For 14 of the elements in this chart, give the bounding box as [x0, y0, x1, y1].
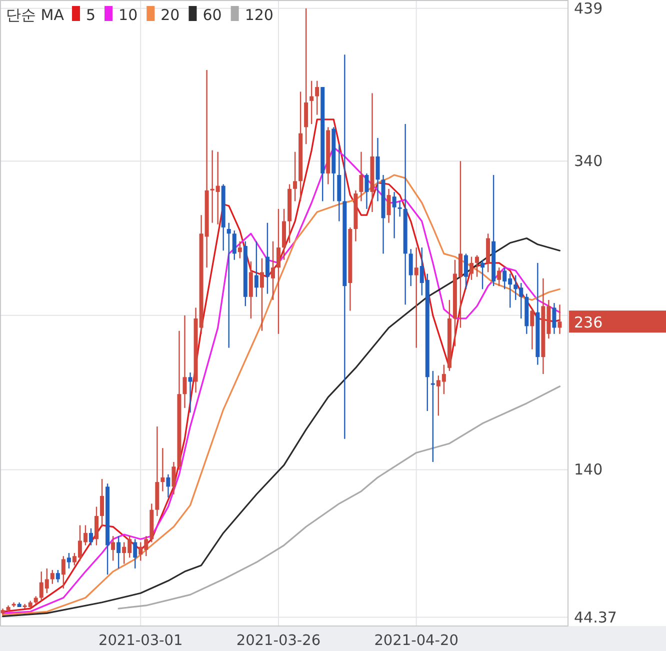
- y-tick-label: 340: [574, 152, 603, 170]
- y-tick-label: 140: [574, 460, 603, 479]
- legend-title: 단순 MA: [6, 6, 65, 24]
- legend-label: 120: [244, 6, 274, 24]
- annotation: 236: [574, 314, 603, 332]
- y-tick-label: 44.37: [574, 608, 617, 626]
- legend-label: 20: [160, 6, 180, 24]
- legend-label: 5: [86, 6, 96, 24]
- x-tick-label: 2021-03-26: [236, 633, 321, 649]
- x-tick-label: 2021-03-01: [98, 633, 183, 649]
- legend-label: 10: [118, 6, 138, 24]
- x-tick-label: 2021-04-20: [374, 633, 458, 649]
- y-tick-label: 439: [574, 0, 603, 18]
- legend-label: 60: [202, 6, 222, 24]
